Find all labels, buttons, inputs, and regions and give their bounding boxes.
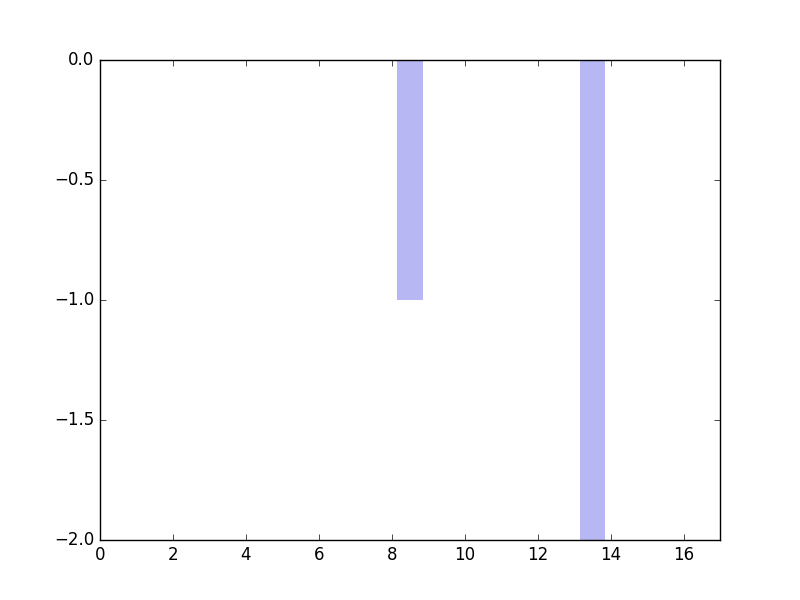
Bar [398, 60, 422, 300]
Bar [579, 60, 605, 540]
